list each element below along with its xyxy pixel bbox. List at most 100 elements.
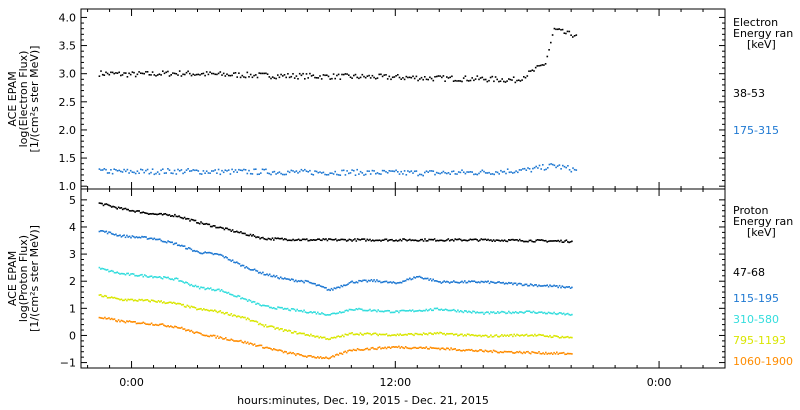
data-point xyxy=(557,239,559,242)
data-point xyxy=(246,71,249,74)
data-point xyxy=(406,347,408,349)
data-point xyxy=(415,170,418,172)
data-point xyxy=(145,212,147,214)
data-point xyxy=(532,241,535,243)
data-point xyxy=(344,238,347,241)
data-point xyxy=(351,309,353,311)
data-point xyxy=(278,306,281,309)
data-point xyxy=(193,306,195,309)
data-point xyxy=(355,240,358,242)
data-point xyxy=(165,172,167,174)
data-point xyxy=(142,299,145,302)
data-point xyxy=(470,238,473,241)
data-point xyxy=(319,285,322,287)
data-point xyxy=(141,298,143,301)
data-point xyxy=(411,239,414,241)
data-point xyxy=(347,350,349,352)
data-point xyxy=(464,172,467,175)
data-point xyxy=(550,41,552,44)
data-point xyxy=(268,325,271,328)
data-point xyxy=(105,318,108,320)
data-point xyxy=(370,334,373,336)
data-point xyxy=(450,347,452,349)
data-point xyxy=(168,326,171,328)
data-point xyxy=(248,318,250,321)
data-point xyxy=(508,171,511,174)
data-point xyxy=(233,72,235,74)
data-point xyxy=(542,285,544,287)
data-point xyxy=(109,296,112,299)
data-point xyxy=(104,316,106,319)
data-point xyxy=(399,310,401,312)
data-point xyxy=(257,344,260,347)
data-point xyxy=(163,240,165,243)
data-point xyxy=(198,308,201,310)
data-point xyxy=(455,333,458,335)
data-point xyxy=(486,350,488,352)
data-point xyxy=(432,79,435,82)
data-point xyxy=(461,310,463,313)
data-point xyxy=(158,73,161,75)
data-point xyxy=(268,76,271,78)
data-point xyxy=(226,257,228,259)
data-point xyxy=(525,283,528,286)
data-point xyxy=(208,335,211,338)
data-point xyxy=(442,309,444,311)
data-point xyxy=(300,74,303,77)
data-point xyxy=(385,74,387,76)
data-point xyxy=(425,78,428,81)
data-point xyxy=(277,349,279,352)
data-point xyxy=(492,281,495,284)
data-point xyxy=(550,285,553,288)
data-point xyxy=(214,334,216,337)
data-point xyxy=(108,231,110,233)
data-point xyxy=(543,284,546,287)
data-point xyxy=(359,76,362,79)
data-point xyxy=(472,280,474,283)
data-point xyxy=(553,164,556,167)
data-point xyxy=(207,335,209,337)
data-point xyxy=(163,324,165,327)
data-point xyxy=(106,268,109,271)
data-point xyxy=(403,238,406,240)
data-point xyxy=(329,338,331,340)
data-point xyxy=(375,77,377,80)
data-point xyxy=(351,280,353,283)
data-point xyxy=(299,354,301,356)
data-point xyxy=(226,73,228,75)
data-point xyxy=(410,333,412,335)
data-point xyxy=(420,238,422,241)
data-point xyxy=(420,173,423,176)
data-point xyxy=(468,348,470,351)
data-point xyxy=(280,172,282,175)
data-point xyxy=(179,245,182,247)
data-point xyxy=(310,333,312,336)
data-point xyxy=(141,211,143,214)
data-point xyxy=(486,311,488,313)
data-point xyxy=(433,307,436,310)
data-point xyxy=(296,280,298,283)
data-point xyxy=(388,75,391,78)
data-point xyxy=(266,172,269,174)
data-point xyxy=(437,239,440,242)
data-point xyxy=(535,284,537,286)
data-point xyxy=(521,240,524,242)
data-point xyxy=(452,170,455,172)
data-point xyxy=(278,277,281,280)
data-point xyxy=(484,349,487,352)
data-point xyxy=(274,307,276,310)
data-point xyxy=(137,236,139,239)
data-point xyxy=(415,310,418,312)
data-point xyxy=(257,323,260,326)
data-point xyxy=(353,74,355,77)
data-point xyxy=(325,338,327,340)
data-point xyxy=(538,164,541,167)
data-point xyxy=(223,313,226,315)
data-point xyxy=(448,349,451,351)
data-point xyxy=(355,333,358,335)
data-point xyxy=(572,36,574,38)
data-point xyxy=(252,344,254,346)
data-point xyxy=(233,340,235,342)
data-point xyxy=(329,314,331,316)
data-point xyxy=(278,76,281,79)
